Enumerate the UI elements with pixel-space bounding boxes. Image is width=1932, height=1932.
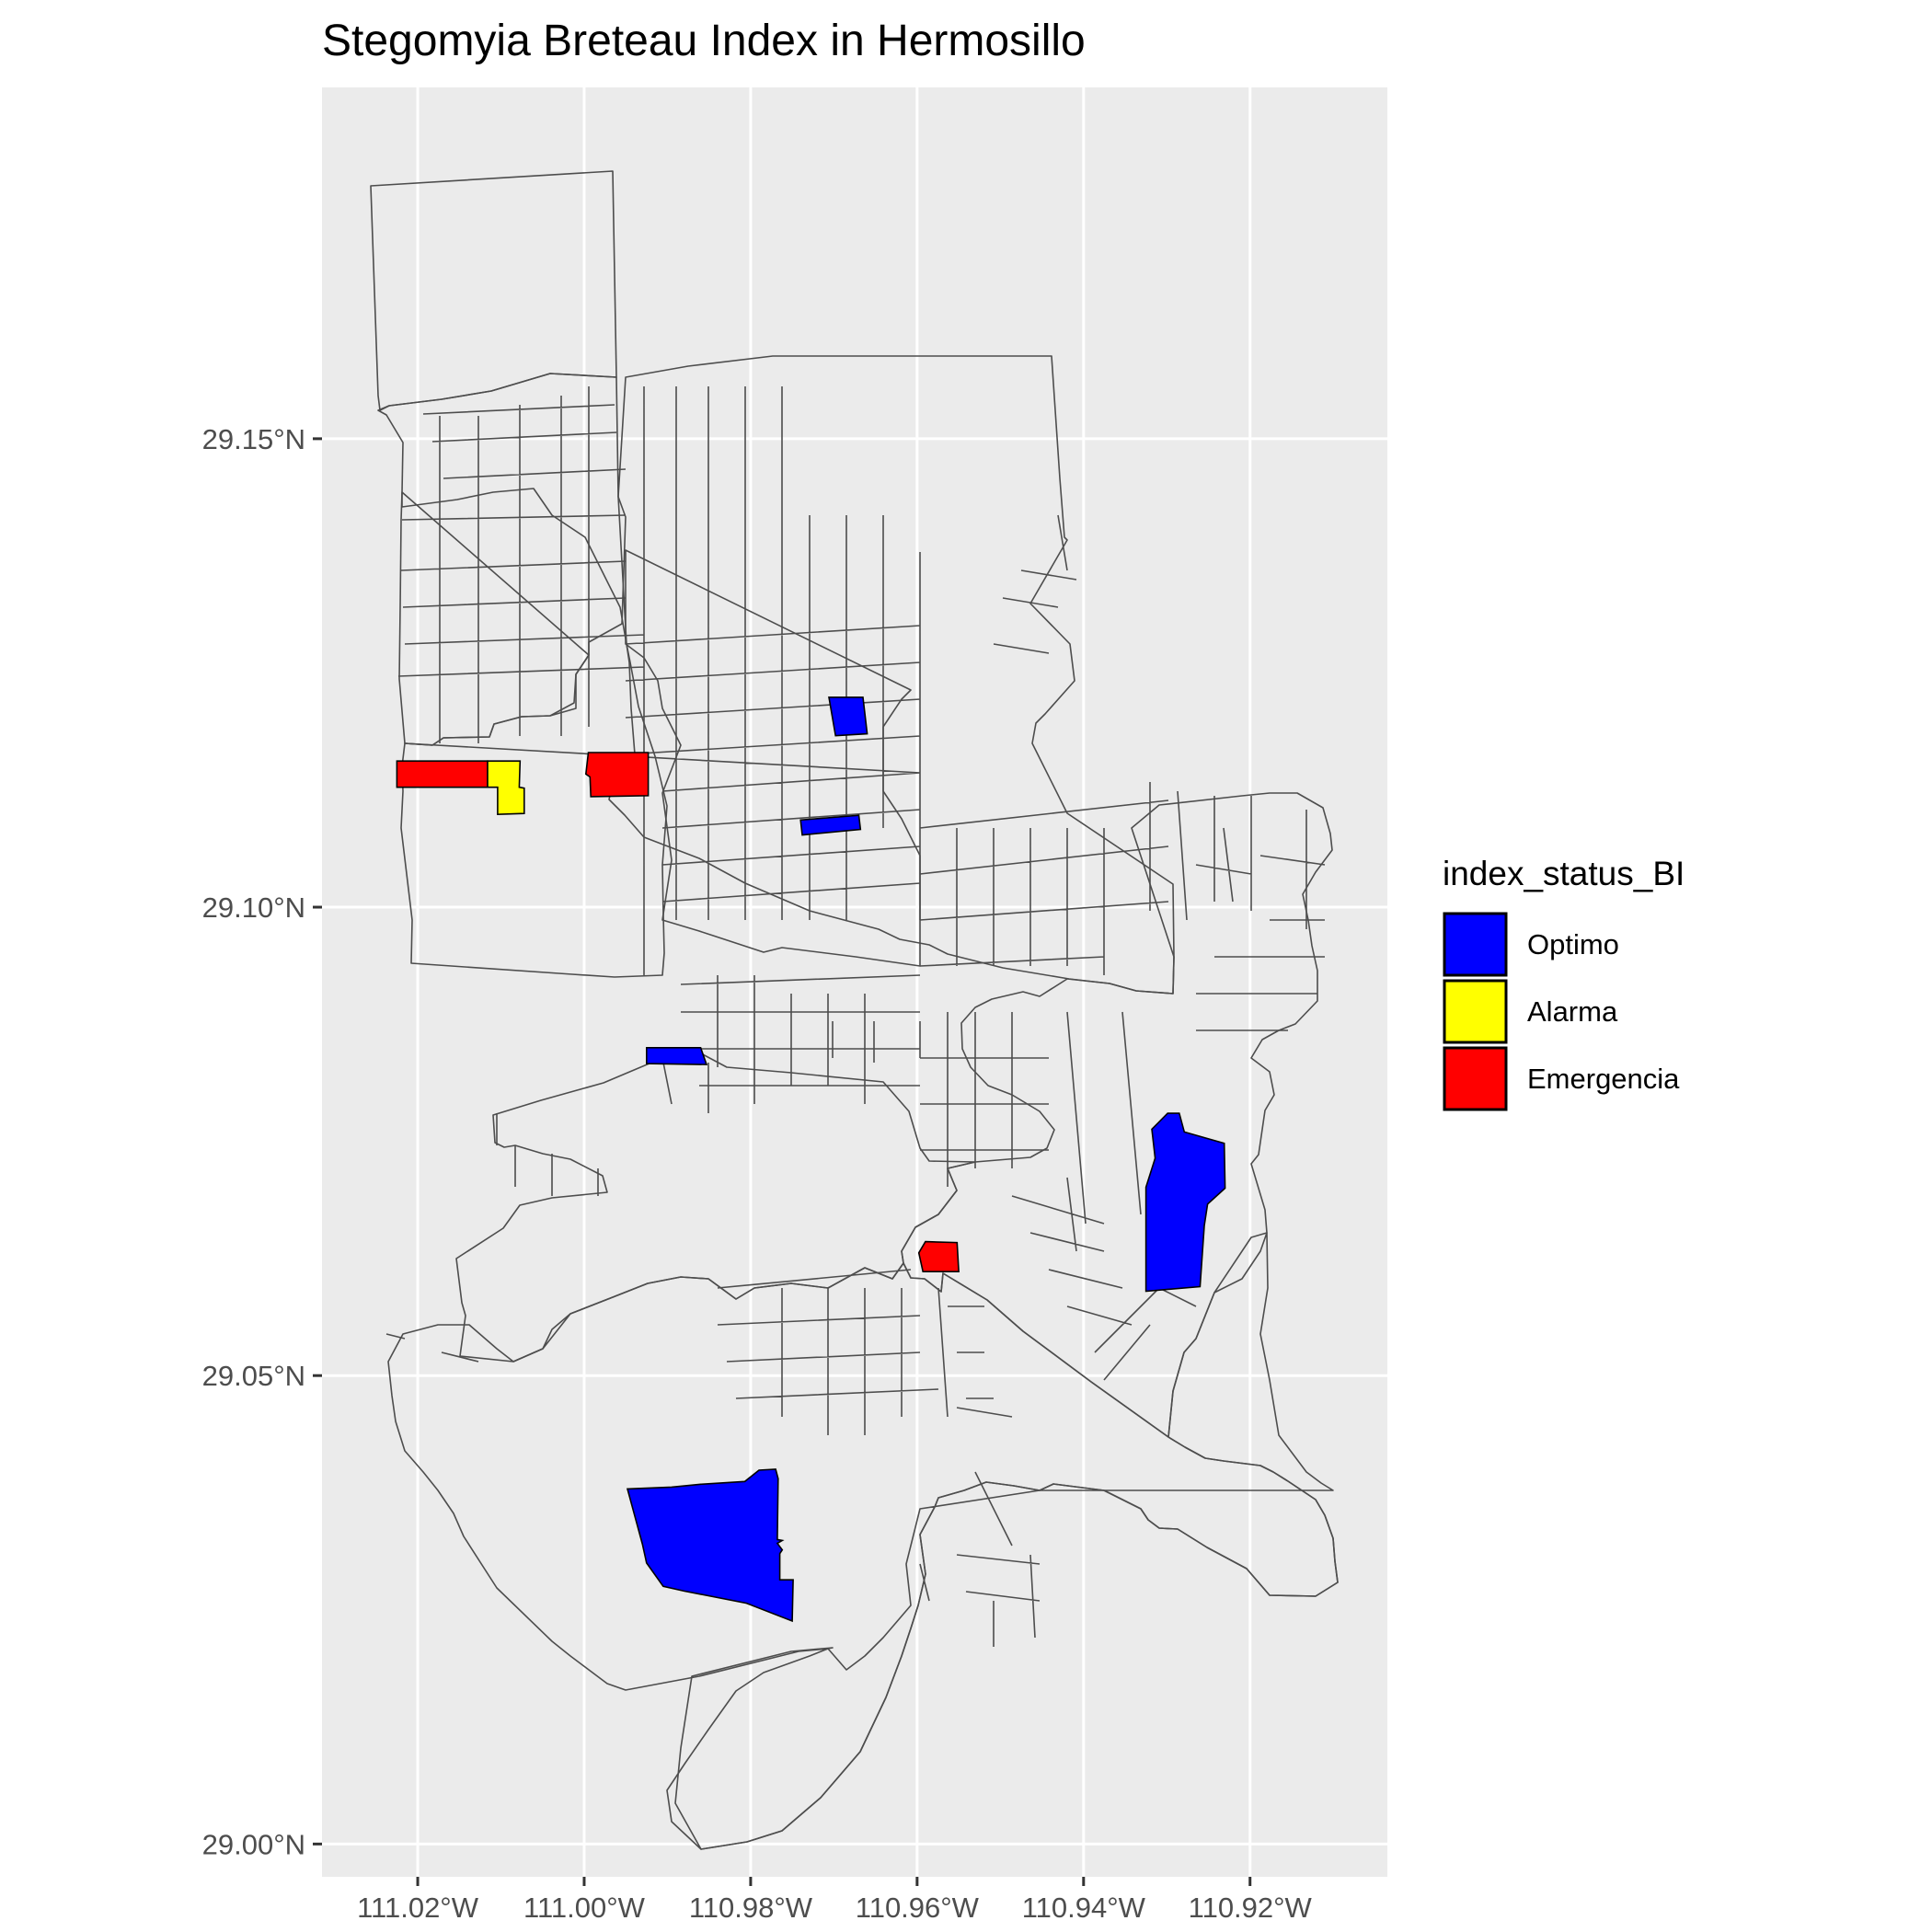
district-boundary-southeast	[1039, 1232, 1339, 1597]
y-tick-label-1: 29.05°N	[202, 1360, 305, 1392]
axis-ticks: 111.02°W 111.00°W 110.98°W 110.96°W 110.94°W…	[202, 423, 1313, 1924]
district-boundary-far-south	[674, 1481, 1041, 1850]
legend-swatch-emergencia	[1443, 1046, 1508, 1111]
x-tick-label-3: 110.96°W	[856, 1892, 980, 1924]
legend-label-alarma: Alarma	[1527, 995, 1618, 1028]
y-tick-label-3: 29.15°N	[202, 423, 305, 455]
legend-item-optimo: Optimo	[1443, 912, 1619, 977]
area-optimo-3	[828, 696, 868, 737]
area-optimo-5	[645, 1047, 708, 1065]
legend-label-emergencia: Emergencia	[1527, 1063, 1680, 1095]
legend-item-emergencia: Emergencia	[1443, 1046, 1680, 1111]
area-optimo-6	[1144, 1112, 1226, 1293]
x-tick-label-5: 110.92°W	[1189, 1892, 1313, 1924]
y-tick-label-2: 29.10°N	[202, 891, 305, 924]
district-block-lines	[385, 386, 1326, 1647]
legend-item-alarma: Alarma	[1443, 979, 1618, 1044]
area-optimo-8	[626, 1468, 794, 1623]
area-emergencia-2	[584, 752, 650, 798]
legend-label-optimo: Optimo	[1527, 928, 1619, 960]
legend-title: index_status_BI	[1443, 855, 1685, 892]
x-tick-label-0: 111.02°W	[357, 1892, 479, 1924]
status-areas	[396, 696, 1226, 1623]
x-tick-label-2: 110.98°W	[689, 1892, 813, 1924]
x-tick-label-1: 111.00°W	[523, 1892, 646, 1924]
legend-swatch-alarma	[1443, 979, 1508, 1044]
area-emergencia-0	[396, 760, 489, 788]
legend: index_status_BI Optimo Alarma Emergencia	[1443, 855, 1685, 1111]
area-optimo-4	[799, 814, 862, 836]
panel-background	[322, 87, 1387, 1877]
area-emergencia-7	[917, 1240, 960, 1272]
legend-swatch-optimo	[1443, 912, 1508, 977]
x-tick-label-4: 110.94°W	[1022, 1892, 1146, 1924]
area-alarma-1	[487, 760, 525, 816]
district-boundary-west-middle	[400, 488, 668, 978]
y-tick-label-0: 29.00°N	[202, 1828, 305, 1860]
map-panel: 111.02°W 111.00°W 110.98°W 110.96°W 110.94°W…	[202, 87, 1387, 1924]
district-boundaries	[370, 170, 1339, 1850]
map-title: Stegomyia Breteau Index in Hermosillo	[322, 17, 1086, 65]
